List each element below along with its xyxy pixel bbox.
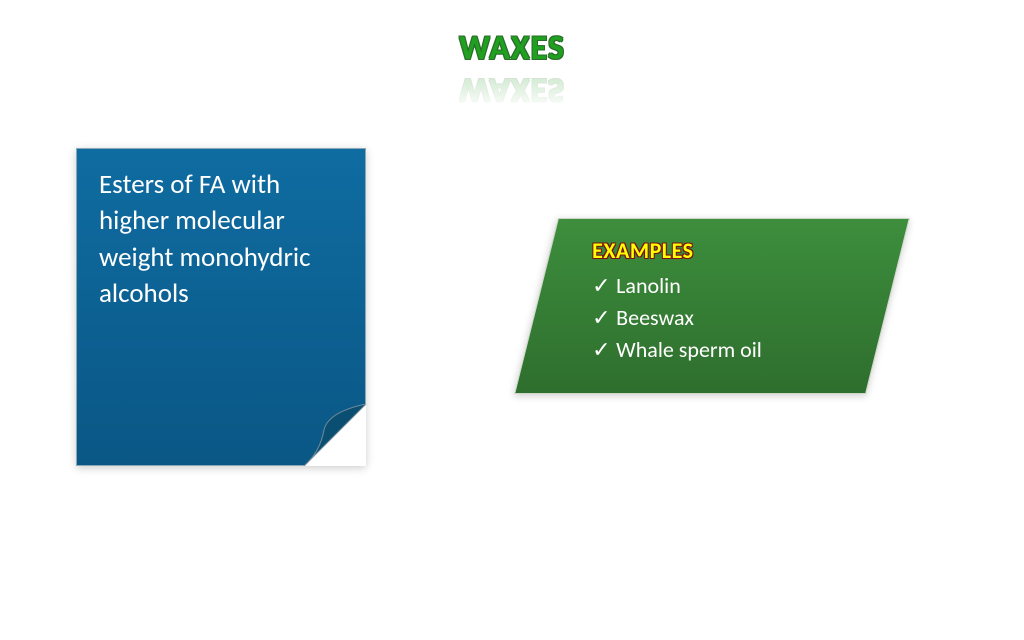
slide-title-container: WAXES WAXES [0, 28, 1024, 69]
examples-list: Lanolin Beeswax Whale sperm oil [592, 270, 854, 366]
list-item: Lanolin [592, 270, 854, 302]
slide-title-reflection: WAXES [459, 69, 565, 110]
list-item: Whale sperm oil [592, 334, 854, 366]
definition-text: Esters of FA with higher molecular weigh… [99, 167, 343, 313]
page-curl-icon [304, 404, 366, 466]
definition-box: Esters of FA with higher molecular weigh… [76, 148, 366, 466]
examples-box: EXAMPLES Lanolin Beeswax Whale sperm oil [514, 218, 910, 394]
examples-heading: EXAMPLES [592, 237, 854, 264]
list-item: Beeswax [592, 302, 854, 334]
examples-inner: EXAMPLES Lanolin Beeswax Whale sperm oil [538, 219, 888, 384]
slide-title-text: WAXES [459, 28, 565, 69]
slide-title: WAXES WAXES [459, 28, 565, 69]
